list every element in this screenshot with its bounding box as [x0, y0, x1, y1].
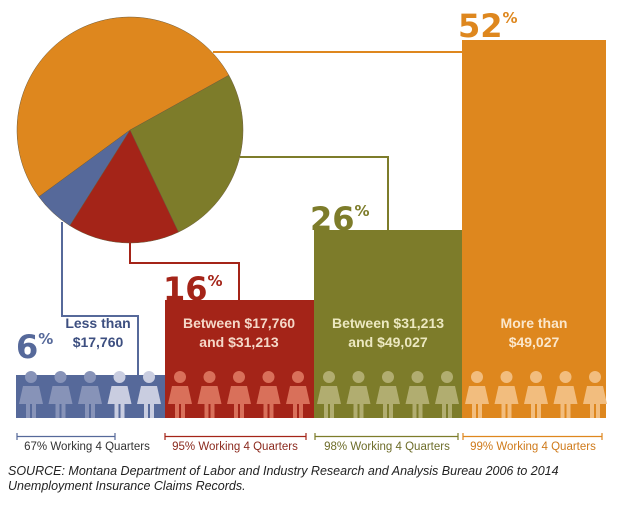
category-label: Less than	[65, 315, 130, 331]
person-head	[382, 371, 394, 383]
person-icon	[168, 371, 192, 418]
person-icon	[227, 371, 251, 418]
percent-label: 52%	[458, 7, 518, 45]
working-label: 67% Working 4 Quarters	[24, 441, 150, 453]
working-label: 98% Working 4 Quarters	[324, 441, 450, 453]
category-label: Between $17,760	[183, 315, 295, 331]
working-label: 95% Working 4 Quarters	[172, 441, 298, 453]
person-icon	[405, 371, 430, 418]
person-head	[113, 371, 126, 383]
person-body	[137, 386, 161, 418]
bar	[462, 40, 606, 418]
connector-line	[61, 222, 139, 376]
category-label: $49,027	[509, 334, 560, 350]
person-body	[48, 386, 73, 418]
person-head	[411, 371, 424, 383]
category-label: and $31,213	[199, 334, 279, 350]
person-head	[54, 371, 67, 383]
person-icon	[494, 371, 519, 418]
person-head	[262, 371, 275, 383]
person-body	[583, 386, 607, 418]
percent-sign: %	[38, 330, 53, 348]
person-head	[500, 371, 513, 383]
person-head	[559, 371, 572, 383]
person-head	[589, 371, 601, 383]
person-body	[19, 386, 43, 418]
person-head	[203, 371, 216, 383]
person-body	[317, 386, 341, 418]
bracket	[16, 433, 116, 440]
category-label: $17,760	[73, 334, 124, 350]
person-head	[352, 371, 365, 383]
category-label: More than	[501, 315, 568, 331]
person-body	[168, 386, 192, 418]
person-icon	[465, 371, 489, 418]
person-head	[471, 371, 483, 383]
person-icon	[197, 371, 222, 418]
person-icon	[376, 371, 400, 418]
person-icon	[48, 371, 73, 418]
person-icon	[256, 371, 281, 418]
source-note: SOURCE: Montana Department of Labor and …	[8, 464, 559, 493]
connector-line	[129, 243, 240, 300]
person-head	[25, 371, 37, 383]
working-label: 99% Working 4 Quarters	[470, 441, 596, 453]
person-icon	[19, 371, 43, 418]
person-head	[84, 371, 96, 383]
bracket	[462, 433, 603, 440]
category-label: and $49,027	[348, 334, 428, 350]
person-body	[227, 386, 251, 418]
person-body	[256, 386, 281, 418]
person-body	[197, 386, 222, 418]
person-body	[435, 386, 459, 418]
person-icon	[346, 371, 371, 418]
person-icon	[78, 371, 102, 418]
person-body	[524, 386, 548, 418]
person-icon	[524, 371, 548, 418]
person-icon	[286, 371, 310, 418]
person-body	[107, 386, 132, 418]
person-body	[346, 386, 371, 418]
category-label: Between $31,213	[332, 315, 444, 331]
person-body	[465, 386, 489, 418]
percent-label: 6%	[16, 328, 53, 366]
person-head	[233, 371, 245, 383]
person-icon	[435, 371, 459, 418]
person-body	[286, 386, 310, 418]
percent-sign: %	[355, 202, 370, 220]
person-head	[323, 371, 335, 383]
pie-slice	[16, 16, 230, 198]
bracket	[314, 433, 459, 440]
person-body	[405, 386, 430, 418]
percent-sign: %	[208, 272, 223, 290]
person-icon	[317, 371, 341, 418]
person-icon	[553, 371, 578, 418]
person-head	[441, 371, 453, 383]
percent-sign: %	[503, 9, 518, 27]
person-body	[553, 386, 578, 418]
person-icon	[137, 371, 161, 418]
bracket	[164, 433, 307, 440]
connector-line	[240, 156, 389, 230]
person-icon	[583, 371, 607, 418]
person-icon	[107, 371, 132, 418]
person-head	[530, 371, 542, 383]
pie-slice	[69, 129, 179, 244]
person-head	[174, 371, 186, 383]
person-body	[494, 386, 519, 418]
person-head	[292, 371, 304, 383]
person-head	[143, 371, 155, 383]
person-body	[376, 386, 400, 418]
person-body	[78, 386, 102, 418]
